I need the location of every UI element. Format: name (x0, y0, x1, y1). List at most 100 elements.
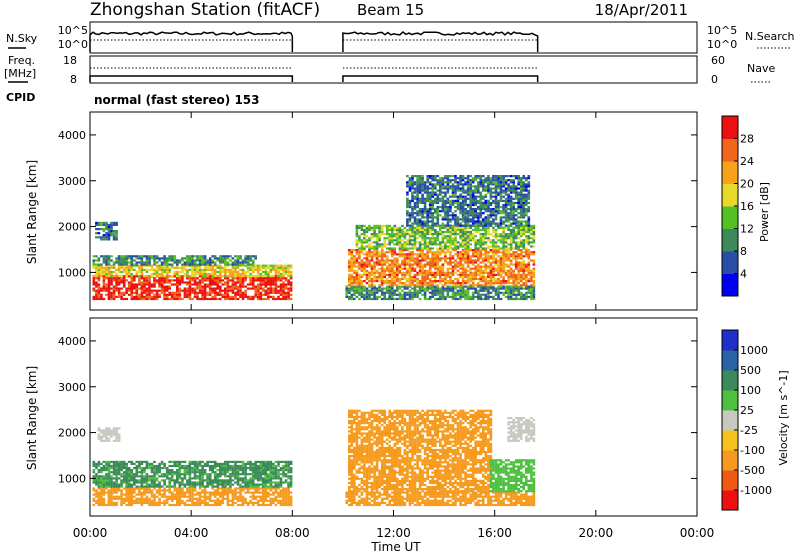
velocity-colorbar-label-3: 25 (740, 404, 754, 417)
power-heatmap (92, 175, 536, 301)
velocity-colorbar-segment-5 (722, 390, 738, 411)
power-blob-7 (406, 175, 531, 227)
power-blob-0 (92, 275, 293, 301)
cpid-value: normal (fast stereo) 153 (94, 93, 260, 107)
velocity-colorbar-segment-1 (722, 470, 738, 491)
power-colorbar-label-2: 12 (740, 223, 754, 236)
power-colorbar-label: Power [dB] (758, 182, 771, 242)
power-blob-1 (92, 264, 293, 278)
xtick-label-3: 12:00 (376, 526, 411, 540)
velocity-blob-0 (92, 487, 293, 507)
power-colorbar-segment-2 (722, 228, 738, 252)
nave-label: Nave (747, 62, 775, 75)
nsearch-label: N.Search (745, 30, 795, 43)
velocity-blob-2 (97, 427, 121, 442)
power-blob-2 (92, 255, 257, 266)
freq-label: Freq. (8, 54, 35, 67)
velocity-colorbar-frame (721, 329, 739, 511)
velocity-blob-1 (92, 460, 293, 488)
x-axis-label: Time UT (370, 540, 421, 554)
velocity-colorbar-label: Velocity [m s^-1] (777, 370, 790, 465)
power-blob-3 (95, 221, 118, 241)
velocity-colorbar-segment-6 (722, 370, 738, 391)
xtick-label-0: 00:00 (73, 526, 108, 540)
x-axis-ticks: 00:00 04:00 08:00 12:00 16:00 20:00 00:00 (73, 112, 715, 540)
power-blob-5 (348, 249, 536, 287)
nsky-tick-top: 10^5 (58, 24, 88, 37)
freq-unit-label: [MHz] (4, 67, 36, 80)
power-colorbar-segment-1 (722, 251, 738, 274)
velocity-colorbar-segment-0 (722, 490, 738, 511)
velocity-colorbar-label-5: -100 (740, 444, 765, 457)
xtick-label-2: 08:00 (275, 526, 310, 540)
power-ytick-label-1: 2000 (58, 221, 86, 234)
nsearch-tick-top: 10^5 (707, 24, 737, 37)
nsky-label: N.Sky (6, 32, 38, 45)
power-colorbar-label-6: 28 (740, 133, 754, 146)
velocity-colorbar-label-2: 100 (740, 384, 761, 397)
velocity-colorbar-label-4: -25 (740, 424, 758, 437)
nave-tick-bottom: 0 (711, 73, 718, 86)
power-colorbar-segment-0 (722, 273, 738, 297)
power-blob-4 (345, 285, 536, 301)
velocity-blob-5 (489, 459, 536, 493)
power-ytick-label-0: 1000 (58, 266, 86, 279)
nsky-trace-1 (342, 31, 539, 52)
power-colorbar-label-1: 8 (740, 245, 747, 258)
beam-label: Beam 15 (357, 1, 424, 19)
velocity-y-axis-label: Slant Range [km] (25, 366, 39, 470)
freq-tick-bottom: 8 (70, 73, 77, 86)
power-ytick-label-3: 4000 (58, 129, 86, 142)
velocity-colorbar-label-1: 500 (740, 364, 761, 377)
power-colorbar-segment-5 (722, 161, 738, 184)
freq-trace-0 (89, 75, 294, 82)
velocity-ytick-label-1: 2000 (58, 427, 86, 440)
power-colorbar-segment-4 (722, 183, 738, 207)
freq-traces (89, 67, 539, 82)
velocity-colorbar-label-7: -1000 (740, 484, 772, 497)
freq-tick-top: 18 (63, 54, 77, 67)
nave-tick-top: 60 (711, 54, 725, 67)
freq-panel (89, 55, 698, 84)
power-colorbar-label-5: 24 (740, 155, 754, 168)
power-y-ticks: 1000 2000 3000 4000 (58, 129, 697, 279)
nsky-tick-bottom: 10^0 (58, 38, 88, 51)
power-colorbar-label-3: 16 (740, 200, 754, 213)
freq-trace-1 (342, 75, 539, 82)
power-colorbar-label-0: 4 (740, 268, 747, 281)
velocity-colorbar-segment-7 (722, 350, 738, 371)
power-colorbar-segment-3 (722, 206, 738, 229)
velocity-blob-4 (348, 409, 493, 493)
velocity-colorbar-segment-8 (722, 330, 738, 351)
xtick-label-4: 16:00 (477, 526, 512, 540)
xtick-label-6: 00:00 (680, 526, 715, 540)
nsky-trace-0 (89, 31, 294, 52)
velocity-colorbar-segment-2 (722, 450, 738, 471)
velocity-ytick-label-0: 1000 (58, 472, 86, 485)
power-y-axis-label: Slant Range [km] (25, 160, 39, 264)
power-colorbar-label-4: 20 (740, 178, 754, 191)
xtick-label-1: 04:00 (174, 526, 209, 540)
noise-traces (89, 31, 539, 52)
velocity-heatmap (92, 409, 536, 507)
velocity-y-ticks: 1000 2000 3000 4000 (58, 335, 697, 485)
velocity-colorbar-label-0: 1000 (740, 344, 768, 357)
velocity-colorbar-segment-3 (722, 430, 738, 451)
power-colorbar-segment-7 (722, 116, 738, 139)
cpid-label: CPID (6, 91, 35, 104)
nsearch-tick-bottom: 10^0 (707, 38, 737, 51)
power-colorbar-segment-6 (722, 138, 738, 162)
power-blob-6 (355, 224, 536, 250)
velocity-blob-3 (345, 491, 536, 507)
xtick-label-5: 20:00 (579, 526, 614, 540)
velocity-blob-6 (507, 417, 536, 442)
power-ytick-label-2: 3000 (58, 175, 86, 188)
velocity-ytick-label-2: 3000 (58, 381, 86, 394)
power-colorbar: 4 8 12 16 20 24 28 (721, 115, 754, 297)
noise-panel (89, 21, 698, 54)
velocity-ytick-label-3: 4000 (58, 335, 86, 348)
velocity-colorbar-label-6: -500 (740, 464, 765, 477)
date-label: 18/Apr/2011 (595, 1, 688, 19)
velocity-colorbar: 1000 500 100 25 -25 -100 -500 -1000 (721, 329, 772, 511)
